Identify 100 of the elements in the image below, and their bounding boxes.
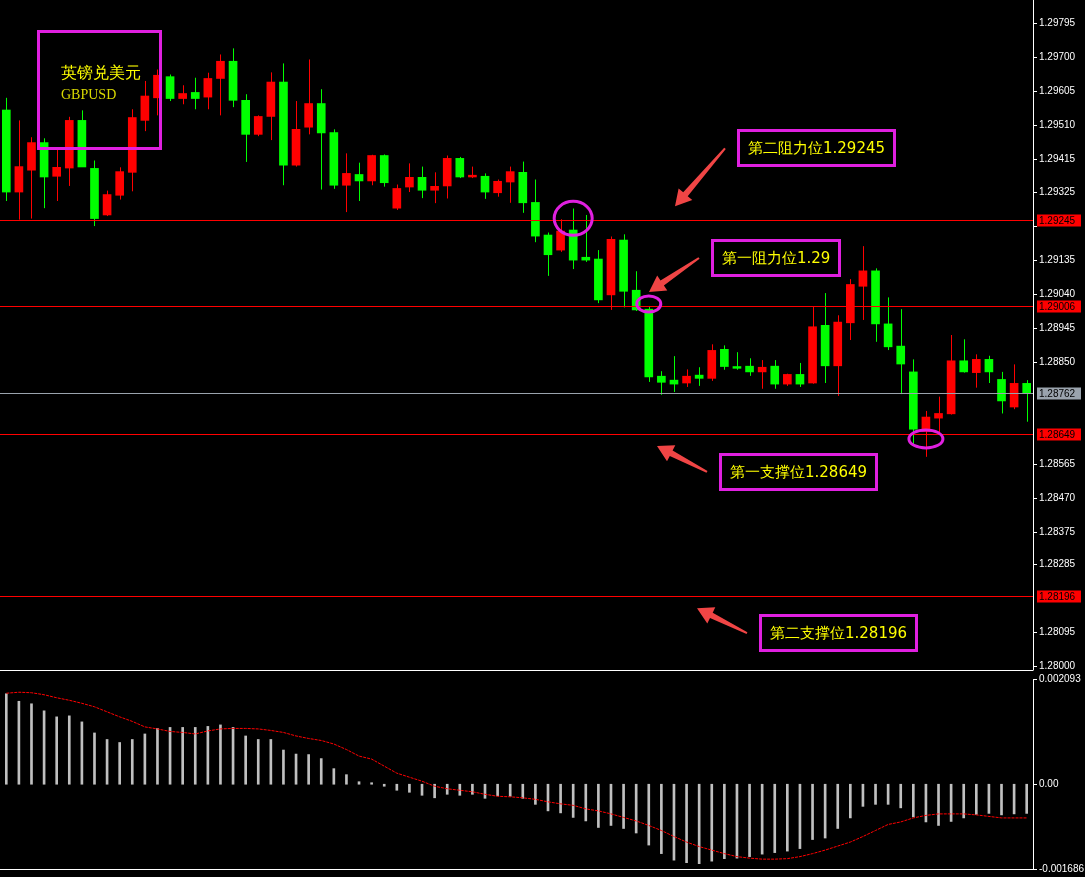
bar: [911, 783, 915, 818]
bar: [370, 782, 373, 785]
bar: [1000, 783, 1003, 816]
bar: [408, 783, 411, 793]
bar: [319, 758, 323, 785]
bar: [496, 783, 499, 797]
y-tick-label: 1.28375: [1039, 526, 1076, 538]
annotation: 第二阻力位1.29245: [737, 129, 897, 168]
candlestick: [1022, 379, 1032, 423]
y-tick-label: 1.29040: [1039, 288, 1076, 300]
bar: [597, 783, 600, 828]
bar: [634, 783, 638, 834]
candlestick: [997, 371, 1006, 414]
candlestick: [971, 353, 981, 389]
bar: [508, 783, 512, 797]
bar: [937, 783, 940, 826]
bar: [874, 783, 877, 805]
bar: [357, 781, 361, 785]
bar: [647, 783, 651, 846]
bar: [748, 783, 751, 857]
candlestick: [694, 366, 704, 387]
bar: [723, 783, 726, 859]
y-tick-label: 1.28850: [1039, 356, 1076, 368]
bar: [458, 783, 462, 796]
y-tick-label: 0.00: [1039, 778, 1059, 790]
candlestick: [354, 162, 364, 202]
candlestick: [342, 152, 351, 213]
candlestick: [984, 355, 994, 384]
text: GBPUSD: [61, 87, 117, 103]
ref-line-label: 1.29006: [1039, 300, 1076, 312]
y-tick-label: 1.29415: [1039, 153, 1076, 165]
y-tick-label: 1.28470: [1039, 492, 1076, 504]
candlestick: [883, 296, 893, 351]
bar: [130, 739, 134, 785]
bar: [962, 783, 966, 819]
y-tick-label: 1.29795: [1039, 17, 1076, 29]
bar: [559, 783, 562, 814]
y-tick-label: 1.29700: [1039, 51, 1076, 63]
bar: [445, 783, 449, 795]
candlestick: [392, 184, 402, 211]
candlestick: [216, 53, 225, 116]
bar: [660, 783, 663, 854]
bar: [471, 783, 474, 795]
ref-line-label: 1.28762: [1039, 387, 1076, 399]
bar: [55, 716, 59, 785]
candlestick: [178, 84, 187, 105]
bar: [849, 783, 852, 819]
bar: [244, 735, 247, 785]
candlestick: [720, 344, 729, 371]
bar: [534, 783, 537, 805]
y-tick-label: 0.002093: [1039, 673, 1082, 685]
ref-line-label: 1.28196: [1039, 590, 1076, 602]
y-tick-label: 1.28095: [1039, 626, 1076, 638]
candlestick: [505, 166, 515, 204]
y-tick-label: 1.28000: [1039, 660, 1076, 672]
candlestick: [102, 190, 112, 217]
bar: [256, 739, 260, 785]
bar: [836, 783, 840, 829]
candlestick: [543, 232, 553, 277]
candlestick: [203, 72, 213, 110]
bar: [710, 783, 714, 862]
candlestick: [430, 171, 439, 204]
bar: [521, 783, 525, 799]
bar: [622, 783, 625, 829]
candlestick: [405, 162, 414, 193]
y-tick-label: 1.28285: [1039, 558, 1076, 570]
candlestick: [795, 362, 805, 388]
bar: [219, 724, 222, 785]
line-series: [5, 691, 1028, 860]
bar: [282, 749, 285, 785]
bar: [4, 693, 8, 785]
ref-line-label: 1.28649: [1039, 428, 1076, 440]
candlestick: [657, 370, 666, 396]
annotation: 第一阻力位1.29: [711, 238, 842, 277]
bar: [118, 742, 122, 785]
bar: [30, 703, 33, 785]
bar: [433, 783, 436, 799]
bar: [307, 754, 310, 785]
bar: [811, 783, 814, 840]
bar: [382, 783, 386, 787]
bar: [584, 783, 588, 822]
bar: [899, 783, 903, 809]
y-tick-label: 1.29325: [1039, 186, 1076, 198]
candlestick: [190, 77, 200, 110]
bar: [974, 783, 978, 815]
bar: [685, 783, 688, 863]
bar: [345, 774, 348, 785]
candlestick: [417, 166, 427, 199]
bar: [156, 728, 159, 785]
text: 英镑兑美元: [61, 63, 141, 84]
bar: [1025, 783, 1029, 814]
bar: [395, 783, 399, 791]
candlestick: [480, 172, 490, 200]
candlestick: [253, 114, 263, 137]
y-tick-label: 1.29135: [1039, 254, 1076, 266]
candlestick: [52, 148, 62, 202]
bar: [773, 783, 777, 853]
y-tick-label: 1.28565: [1039, 458, 1076, 470]
y-tick-label: -0.001686: [1039, 863, 1085, 875]
bar: [67, 715, 71, 785]
